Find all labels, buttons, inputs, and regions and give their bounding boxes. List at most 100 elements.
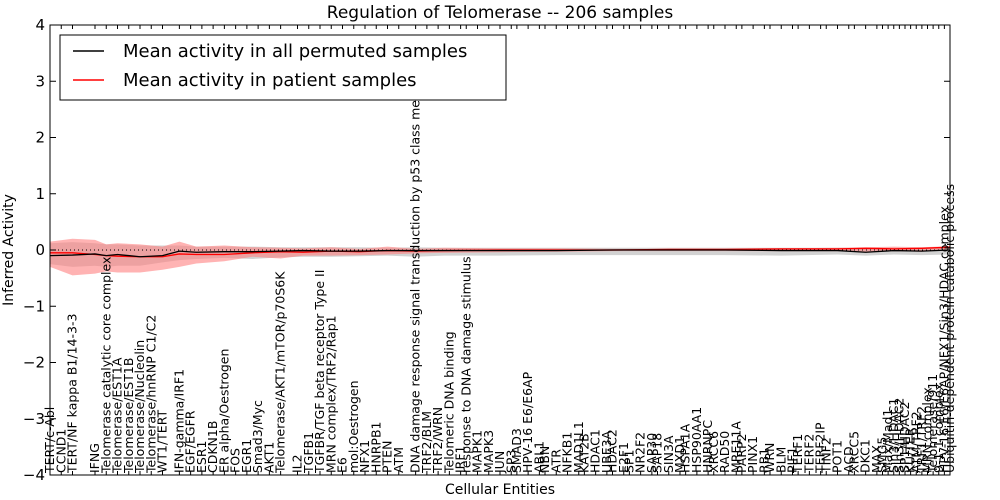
entity-label: EGF/EGFR [183, 410, 198, 473]
entity-label: CCND1 [53, 429, 68, 473]
y-axis-ticks: −4 −3 −2 −1 0 1 2 3 4 [23, 16, 950, 484]
entity-label: HDAC1 [588, 429, 603, 473]
y-tick-label: 3 [35, 72, 45, 90]
entity-label: MAPK3 [481, 430, 496, 473]
entity-label: mol:Oestrogen [346, 380, 361, 473]
entity-label: XRCC6 [706, 431, 721, 473]
activity-bands [50, 238, 950, 276]
entity-label: TERT/c-Abl [42, 407, 57, 474]
x-axis-ticks [49, 25, 951, 475]
entity-label: Telomerase/911 [925, 374, 940, 474]
entity-label: TERF2IP [813, 422, 828, 474]
entity-label: FOS [228, 448, 243, 473]
entity-label: KAT2B [576, 433, 591, 473]
entity-label: Max/Mad1 [880, 409, 895, 473]
series-lines [49, 246, 951, 258]
y-tick-label: 4 [35, 16, 45, 34]
entity-label: IFN-gamma/IRF1 [171, 369, 186, 473]
entity-label: MRN complex/TRF2/Rap1 [323, 315, 338, 473]
entity-label: HPV-16 E6/E6AP/NFX1/Sin3/HDAC complex [936, 206, 951, 473]
entity-label: Telomerase/hnRNP C1/C2 [143, 315, 158, 474]
entity-label: SP1/HDAC2 [897, 402, 912, 473]
entity-label: response to DNA damage stimulus [458, 256, 473, 473]
entity-label: WT1/TERT [155, 410, 170, 473]
entity-label: KU/TER [903, 427, 918, 473]
entity-label: ATM [391, 447, 406, 473]
entity-label: MRE11A [728, 421, 743, 473]
entity-label: TRF2/BLM [419, 411, 434, 474]
y-axis-label: Inferred Activity [1, 194, 17, 306]
entity-label: RAD50 [717, 431, 732, 473]
entity-label: Sin3/HDAC1 [886, 398, 901, 473]
entity-label: TERT/NF kappa B1/14-3-3 [65, 314, 80, 474]
entity-label: NFX1 [357, 440, 372, 473]
entity-label: PTEN [380, 441, 395, 473]
chart-title: Regulation of Telomerase -- 206 samples [327, 3, 674, 23]
entity-label: 9-1-1 complex [931, 383, 946, 473]
entity-label: JUN [492, 451, 507, 474]
entity-label: SAP18 [650, 433, 665, 473]
entity-label: DKC1 [858, 439, 873, 473]
entity-label: UBE3A [599, 430, 614, 473]
entity-label: DNA damage response signal transduction … [408, 62, 423, 473]
y-tick-label: −3 [23, 410, 45, 428]
entity-label: AKT1 [261, 442, 276, 473]
entity-label: SAP30 [644, 433, 659, 473]
entity-label: HNRNPC [700, 420, 715, 473]
entity-label: Ubiquitin-dependent protein catabolic pr… [942, 184, 957, 473]
entity-label: SP3 [503, 450, 518, 473]
entity-label: TRF1/TRF2 [914, 406, 929, 474]
entity-label: TERF2 [801, 434, 816, 474]
entity-label: NR2F2 [633, 432, 648, 473]
entity-label: HPV-16 E6/E6AP [520, 371, 535, 473]
y-tick-label: 1 [35, 185, 45, 203]
entity-label: SMAD3 [509, 428, 524, 473]
y-tick-label: −2 [23, 354, 45, 372]
legend: Mean activity in all permuted samples Me… [59, 34, 507, 101]
entity-label: Smad3/Myc [250, 400, 265, 473]
entity-label: PIF1 [785, 447, 800, 473]
x-axis-label: Cellular Entities [445, 482, 555, 498]
entity-label: IRF1 [453, 445, 468, 473]
y-tick-label: −4 [23, 466, 45, 484]
entity-label: MRN complex [920, 387, 935, 473]
entity-label: ATM/TRF2 [908, 411, 923, 473]
entity-label: TERF1 [790, 434, 805, 474]
entity-label: ESR1 [194, 441, 209, 473]
entity-label: HSPA1A [678, 423, 693, 473]
entity-label: MAPK1 [470, 430, 485, 473]
entity-label: ATR [548, 449, 563, 473]
y-tick-label: −1 [23, 297, 45, 315]
entity-label: IFNG [87, 443, 102, 473]
entity-label: ER alpha/Oestrogen [216, 349, 231, 473]
entity-label: MAD1L1 [571, 421, 586, 473]
entity-label: Sin3/HDAC2 [891, 398, 906, 473]
entity-label: Telomeric DNA binding [441, 331, 456, 474]
entity-label: BLM [773, 447, 788, 473]
y-tick-label: 2 [35, 129, 45, 147]
entity-label: Telomerase/EST1B [121, 358, 136, 474]
entity-label: EGR1 [239, 439, 254, 473]
entity-label: MXD1 [672, 436, 687, 473]
entity-label: SP1 [621, 450, 636, 473]
entity-label: TGFBR/TGF beta receptor Type II [312, 270, 327, 474]
entity-label: IL2 [290, 454, 305, 473]
entity-label: NBN [537, 446, 552, 473]
entity-label: CDKN1B [205, 421, 220, 473]
legend-box [59, 34, 507, 101]
entity-label: Telomerase catalytic core complex [98, 257, 113, 474]
entity-label: PINX1 [745, 436, 760, 473]
entity-label: WRN [762, 443, 777, 473]
band-patient [50, 238, 950, 276]
line-permuted-mean [49, 249, 951, 258]
entity-label: HDAC2 [605, 429, 620, 473]
entity-label: RB1 [756, 448, 771, 473]
entity-label: TINF2 [818, 437, 833, 474]
entity-label: Telomerase/Nucleolin [132, 340, 147, 474]
entity-label: E2F1 [616, 442, 631, 473]
legend-label-permuted: Mean activity in all permuted samples [123, 41, 467, 62]
entity-label: SIN3A [661, 435, 676, 473]
entity-label: Telomerase/EST1A [110, 357, 125, 474]
legend-label-patient: Mean activity in patient samples [123, 70, 417, 91]
